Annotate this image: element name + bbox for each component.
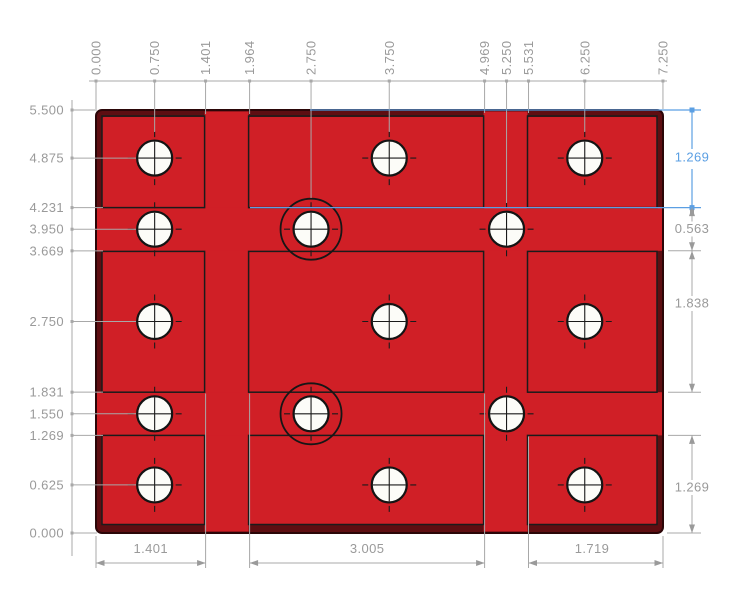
ordinate-top-label[interactable]: 0.000 [89,40,104,75]
holes-layer [127,131,612,512]
ordinate-top-label[interactable]: 5.250 [499,40,514,75]
top-ordinate-dimensions: 0.000 0.750 1.401 1.964 2.750 3.750 4.969 5.250… [89,40,670,203]
panel-edge [101,434,206,526]
ordinate-left-label[interactable]: 1.269 [29,428,64,443]
ordinate-top-label[interactable]: 6.250 [577,40,592,75]
ordinate-top-label[interactable]: 1.401 [198,40,213,75]
dimension-value[interactable]: 1.838 [675,296,710,311]
dimension-bottom-2[interactable]: 3.005 [249,541,485,566]
hole[interactable] [557,457,612,512]
hole[interactable] [557,294,612,349]
hole[interactable] [127,202,182,257]
dimension-right-4[interactable]: 1.269 [672,435,712,533]
ordinate-left-label[interactable]: 0.000 [29,526,64,541]
left-ordinate-dimensions: 5.500 4.875 4.231 3.950 3.669 2.750 1.831 1.550… [29,100,136,556]
panel-edge [526,250,658,393]
dimension-value[interactable]: 0.563 [675,221,710,236]
panel-edge [247,250,485,393]
ordinate-left-label[interactable]: 2.750 [29,314,64,329]
ordinate-top-label[interactable]: 5.531 [521,40,536,75]
ordinate-left-label[interactable]: 3.669 [29,243,64,258]
dimension-right-2[interactable]: 0.563 [672,207,712,251]
dimension-bottom-1[interactable]: 1.401 [96,541,206,566]
dimension-bottom-3[interactable]: 1.719 [528,541,664,566]
drag-handle[interactable] [689,107,695,113]
plate-recessed-channels [97,111,662,532]
counterbore-hole[interactable] [279,197,343,261]
right-extension-lines [667,250,701,534]
panel-edge [526,434,658,526]
dimension-value[interactable]: 1.269 [675,480,710,495]
ordinate-top-label[interactable]: 7.250 [655,40,670,75]
ordinate-left-label[interactable]: 1.550 [29,406,64,421]
hole[interactable] [362,131,417,186]
hole[interactable] [127,457,182,512]
panel-edge [101,115,206,209]
hole[interactable] [127,294,182,349]
hole[interactable] [362,294,417,349]
ordinate-top-label[interactable]: 2.750 [304,40,319,75]
hole[interactable] [479,202,534,257]
ordinate-left-label[interactable]: 4.231 [29,200,64,215]
dimension-value-selected[interactable]: 1.269 [675,150,710,165]
dimension-value[interactable]: 3.005 [350,541,385,556]
counterbore-circle [279,197,343,261]
hole[interactable] [557,131,612,186]
plate-raised-panels [101,115,658,526]
panel-edge [247,434,485,526]
ordinate-left-label[interactable]: 3.950 [29,222,64,237]
counterbore-circle [279,382,343,446]
hole[interactable] [362,457,417,512]
hole[interactable] [127,131,182,186]
bottom-extension-lines [95,393,664,568]
dimension-value[interactable]: 1.401 [134,541,169,556]
counterbore-hole[interactable] [279,382,343,446]
ordinate-top-label[interactable]: 3.750 [382,40,397,75]
ordinate-top-label[interactable]: 1.964 [242,40,257,75]
ordinate-top-label[interactable]: 0.750 [147,40,162,75]
ordinate-left-label[interactable]: 4.875 [29,151,64,166]
hole[interactable] [127,386,182,441]
dimension-right-3[interactable]: 1.838 [672,250,712,393]
ordinate-left-label[interactable]: 1.831 [29,385,64,400]
hole[interactable] [479,386,534,441]
ordinate-left-label[interactable]: 0.625 [29,477,64,492]
dimension-value[interactable]: 1.719 [575,541,610,556]
ordinate-top-label[interactable]: 4.969 [477,40,492,75]
ordinate-left-label[interactable]: 5.500 [29,103,64,118]
